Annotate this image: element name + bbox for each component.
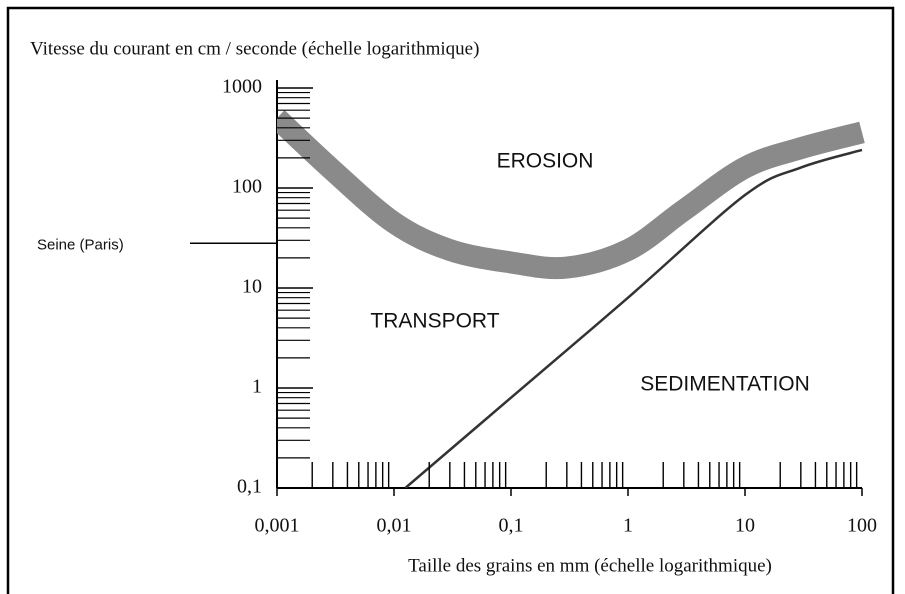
x-tick-label: 100 (847, 515, 877, 537)
x-axis-title: Taille des grains en mm (échelle logarit… (408, 555, 772, 576)
y-axis-title: Vitesse du courant en cm / seconde (éche… (30, 38, 479, 59)
region-label: SEDIMENTATION (640, 373, 810, 396)
x-tick-label: 1 (623, 515, 633, 537)
x-tick-label: 10 (735, 515, 755, 537)
y-tick-label: 1000 (222, 76, 262, 98)
y-tick-label: 10 (242, 276, 262, 298)
frame (6, 6, 895, 594)
region-label: TRANSPORT (370, 310, 499, 333)
plot-area (277, 110, 865, 488)
region-label: EROSION (497, 150, 594, 173)
series-line (277, 110, 865, 280)
y-tick-label: 100 (232, 176, 262, 198)
x-tick-label: 0,001 (255, 515, 300, 537)
y-tick-label: 1 (252, 376, 262, 398)
series-line (404, 148, 863, 488)
y-tick-label: 0,1 (237, 476, 262, 498)
x-tick-label: 0,1 (499, 515, 524, 537)
reference-label: Seine (Paris) (37, 236, 124, 253)
x-tick-label: 0,01 (377, 515, 412, 537)
